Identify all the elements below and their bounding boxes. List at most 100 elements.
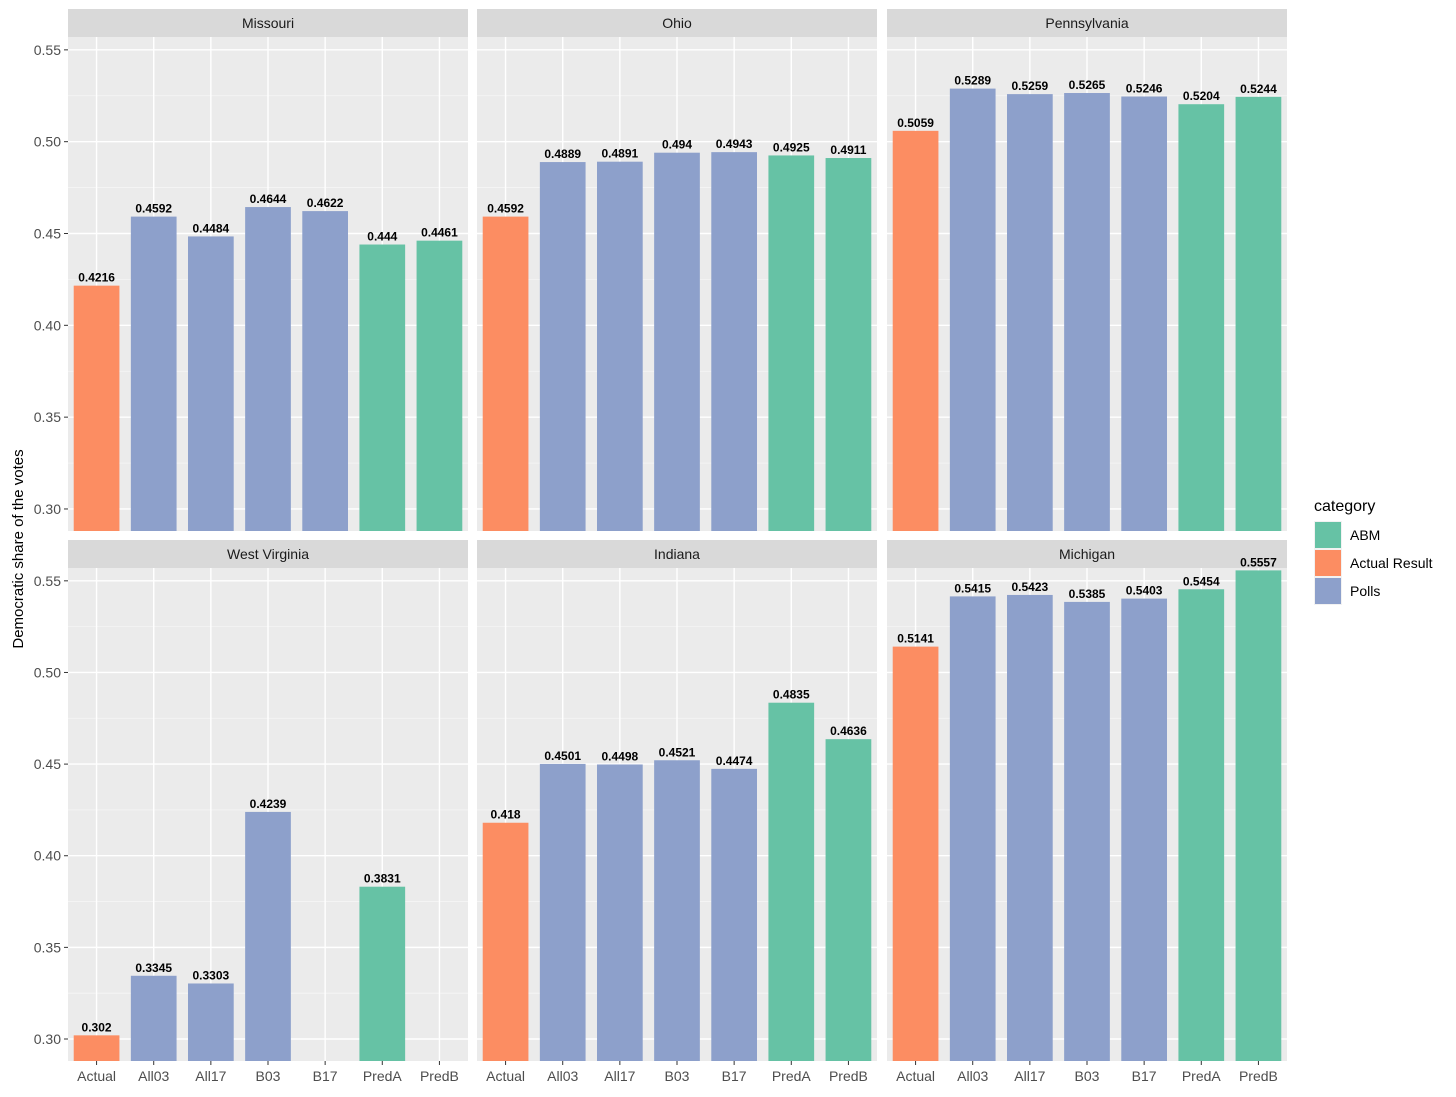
data-label: 0.5454 — [1183, 574, 1220, 588]
bar-preda — [1178, 589, 1225, 1061]
bar-preda — [359, 886, 406, 1061]
bar-b03 — [1064, 93, 1110, 531]
bar-actual — [892, 130, 939, 532]
data-label: 0.4216 — [78, 271, 115, 285]
data-label: 0.4636 — [830, 724, 867, 738]
x-tick-label: PredA — [363, 1068, 403, 1084]
y-tick-label: 0.40 — [34, 317, 61, 333]
bar-all17 — [597, 764, 643, 1061]
x-tick-label: Actual — [486, 1068, 525, 1084]
bar-all03 — [949, 88, 996, 532]
x-tick-label: All17 — [1014, 1068, 1045, 1084]
bar-b17 — [302, 211, 348, 531]
bar-all03 — [539, 162, 586, 531]
y-tick-label: 0.35 — [34, 409, 61, 425]
bar-all17 — [188, 236, 234, 531]
y-tick-label: 0.30 — [34, 501, 61, 517]
x-tick-label: Actual — [77, 1068, 116, 1084]
legend-swatch — [1315, 550, 1341, 576]
bar-b03 — [1064, 601, 1110, 1061]
panels-layer: Missouri 0.4216 0.4592 0.4484 0.4644 0.4622 0.… — [34, 9, 1287, 1084]
bar-all17 — [1007, 94, 1053, 532]
data-label: 0.3831 — [364, 872, 401, 886]
bar-actual — [73, 1035, 120, 1061]
panel-strip — [477, 540, 877, 568]
bar-preda — [768, 702, 815, 1061]
panel-missouri: Missouri 0.4216 0.4592 0.4484 0.4644 0.4622 0.… — [34, 9, 468, 531]
data-label: 0.5265 — [1069, 78, 1106, 92]
bar-actual — [892, 646, 939, 1061]
data-label: 0.4592 — [135, 202, 172, 216]
bar-b03 — [245, 207, 291, 531]
data-label: 0.5244 — [1240, 82, 1277, 96]
bar-preda — [768, 155, 815, 531]
x-tick-label: B17 — [313, 1068, 338, 1084]
panel-west-virginia: West Virginia 0.302 0.3345 0.3303 0.4239 0.38… — [34, 540, 468, 1084]
y-tick-label: 0.45 — [34, 756, 61, 772]
bar-all17 — [597, 161, 643, 532]
data-label: 0.5141 — [897, 632, 934, 646]
data-label: 0.4498 — [602, 749, 639, 763]
data-label: 0.5204 — [1183, 89, 1220, 103]
bar-all03 — [949, 596, 996, 1061]
data-label: 0.5557 — [1240, 555, 1277, 569]
data-label: 0.4835 — [773, 688, 810, 702]
bar-all03 — [130, 975, 177, 1061]
x-tick-label: All03 — [957, 1068, 988, 1084]
bar-b17 — [711, 152, 757, 532]
bar-b03 — [654, 760, 700, 1061]
x-tick-label: PredA — [1182, 1068, 1222, 1084]
panel-strip — [887, 9, 1287, 37]
panel-title: Ohio — [662, 15, 692, 31]
x-tick-label: All17 — [604, 1068, 635, 1084]
panel-title: Michigan — [1059, 546, 1115, 562]
legend-label: Actual Result — [1350, 555, 1433, 571]
x-tick-label: B17 — [722, 1068, 747, 1084]
data-label: 0.4461 — [421, 226, 458, 240]
legend-title: category — [1314, 498, 1375, 515]
data-label: 0.4889 — [544, 147, 581, 161]
bar-actual — [482, 216, 529, 531]
data-label: 0.5415 — [954, 581, 991, 595]
bar-predb — [416, 240, 463, 531]
data-label: 0.4521 — [659, 745, 696, 759]
x-tick-label: B03 — [256, 1068, 281, 1084]
panel-strip — [68, 540, 468, 568]
x-tick-label: B03 — [1075, 1068, 1100, 1084]
bar-preda — [1178, 104, 1225, 532]
bar-actual — [482, 822, 529, 1061]
data-label: 0.4925 — [773, 140, 810, 154]
x-tick-label: All03 — [547, 1068, 578, 1084]
x-tick-label: Actual — [896, 1068, 935, 1084]
x-tick-label: PredB — [1239, 1068, 1278, 1084]
y-tick-label: 0.50 — [34, 134, 61, 150]
x-tick-label: PredA — [772, 1068, 812, 1084]
legend-label: ABM — [1350, 527, 1380, 543]
data-label: 0.444 — [367, 230, 397, 244]
y-tick-label: 0.40 — [34, 848, 61, 864]
data-label: 0.4943 — [716, 137, 753, 151]
panel-ohio: Ohio 0.4592 0.4889 0.4891 0.494 0.4943 0.4925 0… — [477, 9, 877, 532]
legend-swatch — [1315, 578, 1341, 604]
data-label: 0.5246 — [1126, 82, 1163, 96]
x-tick-label: All03 — [138, 1068, 169, 1084]
legend-label: Polls — [1350, 583, 1380, 599]
panel-title: Missouri — [242, 15, 294, 31]
x-tick-label: PredB — [829, 1068, 868, 1084]
bar-predb — [825, 739, 872, 1061]
y-tick-label: 0.50 — [34, 664, 61, 680]
bar-all03 — [539, 763, 586, 1061]
data-label: 0.4239 — [250, 797, 287, 811]
bar-all03 — [130, 216, 177, 531]
panel-michigan: Michigan 0.5141 0.5415 0.5423 0.5385 0.5403 0.… — [887, 540, 1287, 1084]
panel-title: West Virginia — [227, 546, 309, 562]
panel-strip — [887, 540, 1287, 568]
bar-b03 — [654, 152, 700, 531]
y-tick-label: 0.35 — [34, 939, 61, 955]
panel-pennsylvania: Pennsylvania 0.5059 0.5289 0.5259 0.5265 0.52… — [887, 9, 1287, 532]
data-label: 0.4911 — [830, 143, 866, 157]
bar-preda — [359, 244, 406, 531]
bar-predb — [825, 158, 872, 531]
